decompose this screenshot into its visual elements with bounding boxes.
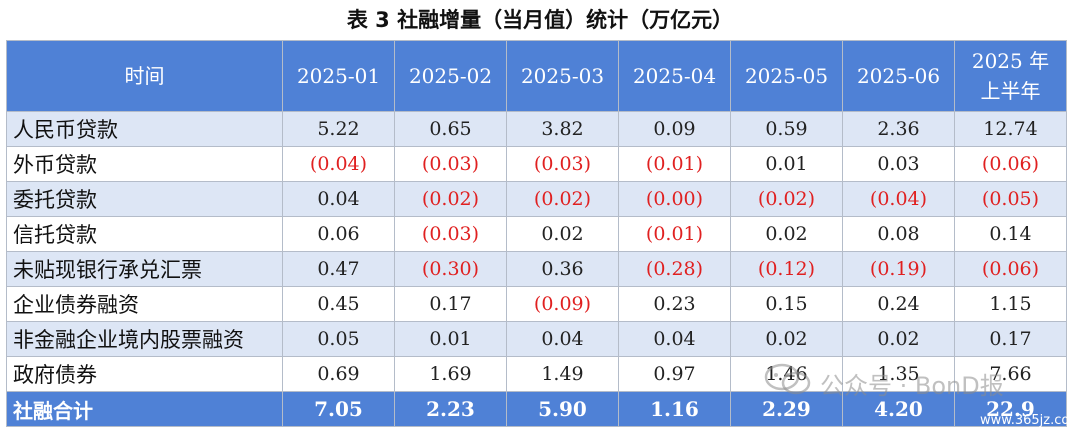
header-half-year-line1: 2025 年 (971, 49, 1050, 73)
header-month: 2025-06 (842, 40, 955, 112)
cell-value: 1.49 (506, 356, 619, 392)
cell-value: 12.74 (954, 111, 1067, 147)
cell-value: 2.23 (394, 391, 507, 427)
cell-value: 0.04 (282, 181, 395, 217)
row-label: 委托贷款 (6, 181, 283, 217)
header-month: 2025-02 (394, 40, 507, 112)
cell-value: 1.15 (954, 286, 1067, 322)
cell-value: 0.04 (506, 321, 619, 357)
cell-value: 0.69 (282, 356, 395, 392)
cell-value: 4.20 (842, 391, 955, 427)
cell-value: 3.82 (506, 111, 619, 147)
header-month: 2025-01 (282, 40, 395, 112)
cell-value: (0.02) (394, 181, 507, 217)
header-month: 2025-03 (506, 40, 619, 112)
cell-value: 0.47 (282, 251, 395, 287)
cell-value: 0.45 (282, 286, 395, 322)
table-title: 表 3 社融增量（当月值）统计（万亿元） (346, 8, 734, 32)
table-row: 委托贷款 0.04 (0.02) (0.02) (0.00) (0.02) (0.04) (0… (6, 181, 1067, 217)
cell-value: 0.24 (842, 286, 955, 322)
row-label: 政府债券 (6, 356, 283, 392)
row-label: 未贴现银行承兑汇票 (6, 251, 283, 287)
cell-value: 0.03 (842, 146, 955, 182)
header-month: 2025-04 (618, 40, 731, 112)
row-label: 企业债券融资 (6, 286, 283, 322)
cell-value: (0.03) (394, 216, 507, 252)
row-label: 人民币贷款 (6, 111, 283, 147)
table-row: 非金融企业境内股票融资 0.05 0.01 0.04 0.04 0.02 0.02 0.17 (6, 321, 1067, 357)
cell-value: 0.09 (618, 111, 731, 147)
cell-value: (0.01) (618, 216, 731, 252)
row-label: 非金融企业境内股票融资 (6, 321, 283, 357)
row-label: 信托贷款 (6, 216, 283, 252)
cell-value: (0.04) (842, 181, 955, 217)
cell-value: 0.02 (730, 216, 843, 252)
social-financing-table: 时间 2025-01 2025-02 2025-03 2025-04 2025-… (6, 40, 1067, 427)
cell-value: 5.22 (282, 111, 395, 147)
cell-value: 7.66 (954, 356, 1067, 392)
cell-value: (0.02) (506, 181, 619, 217)
header-row: 时间 2025-01 2025-02 2025-03 2025-04 2025-… (6, 40, 1067, 112)
cell-value: (0.02) (730, 181, 843, 217)
row-label: 外币贷款 (6, 146, 283, 182)
cell-value: (0.04) (282, 146, 395, 182)
cell-value: 0.36 (506, 251, 619, 287)
cell-value: 0.02 (506, 216, 619, 252)
cell-value: 0.23 (618, 286, 731, 322)
cell-value: (0.03) (394, 146, 507, 182)
cell-value: 0.08 (842, 216, 955, 252)
row-label: 社融合计 (6, 391, 283, 427)
header-month: 2025-05 (730, 40, 843, 112)
table-row: 外币贷款 (0.04) (0.03) (0.03) (0.01) 0.01 0.03 (0.0… (6, 146, 1067, 182)
header-half-year: 2025 年 上半年 (954, 40, 1067, 112)
cell-value: 1.16 (618, 391, 731, 427)
cell-value: (0.06) (954, 251, 1067, 287)
cell-value: 0.06 (282, 216, 395, 252)
cell-value: (0.00) (618, 181, 731, 217)
cell-value: 1.35 (842, 356, 955, 392)
cell-value: 0.97 (618, 356, 731, 392)
table-row: 企业债券融资 0.45 0.17 (0.09) 0.23 0.15 0.24 1.15 (6, 286, 1067, 322)
cell-value: (0.05) (954, 181, 1067, 217)
cell-value: (0.01) (618, 146, 731, 182)
cell-value: 0.01 (394, 321, 507, 357)
cell-value: 7.05 (282, 391, 395, 427)
header-time: 时间 (6, 40, 283, 112)
table-row: 人民币贷款 5.22 0.65 3.82 0.09 0.59 2.36 12.74 (6, 111, 1067, 147)
cell-value: (0.19) (842, 251, 955, 287)
cell-value: 2.29 (730, 391, 843, 427)
cell-value: (0.12) (730, 251, 843, 287)
cell-value: 0.59 (730, 111, 843, 147)
cell-value: (0.06) (954, 146, 1067, 182)
cell-value: 0.65 (394, 111, 507, 147)
table-row: 政府债券 0.69 1.69 1.49 0.97 1.46 1.35 7.66 (6, 356, 1067, 392)
cell-value: 0.05 (282, 321, 395, 357)
cell-value: 22.9 (954, 391, 1067, 427)
cell-value: 0.15 (730, 286, 843, 322)
table-row: 未贴现银行承兑汇票 0.47 (0.30) 0.36 (0.28) (0.12) (0.19… (6, 251, 1067, 287)
header-half-year-line2: 上半年 (980, 79, 1041, 103)
cell-value: 0.02 (842, 321, 955, 357)
cell-value: 1.69 (394, 356, 507, 392)
cell-value: (0.30) (394, 251, 507, 287)
cell-value: 5.90 (506, 391, 619, 427)
total-row: 社融合计 7.05 2.23 5.90 1.16 2.29 4.20 22.9 (6, 391, 1067, 427)
cell-value: 0.17 (394, 286, 507, 322)
cell-value: 0.14 (954, 216, 1067, 252)
cell-value: 2.36 (842, 111, 955, 147)
cell-value: (0.03) (506, 146, 619, 182)
table-row: 信托贷款 0.06 (0.03) 0.02 (0.01) 0.02 0.08 0.14 (6, 216, 1067, 252)
cell-value: 1.46 (730, 356, 843, 392)
cell-value: 0.01 (730, 146, 843, 182)
cell-value: (0.28) (618, 251, 731, 287)
cell-value: 0.17 (954, 321, 1067, 357)
cell-value: 0.02 (730, 321, 843, 357)
cell-value: 0.04 (618, 321, 731, 357)
cell-value: (0.09) (506, 286, 619, 322)
